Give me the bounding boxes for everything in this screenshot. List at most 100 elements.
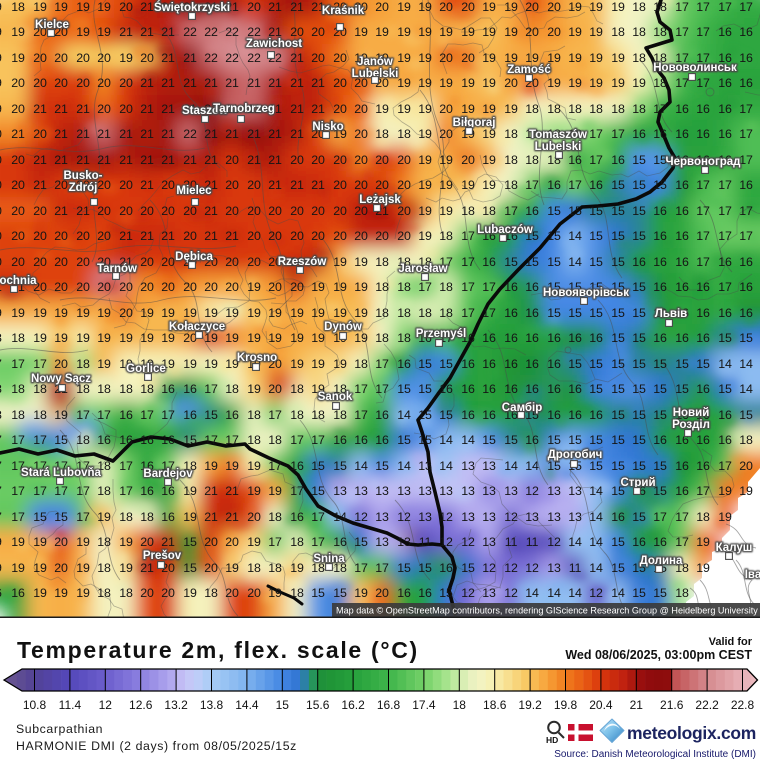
svg-text:18: 18 [632, 102, 646, 116]
svg-text:22: 22 [225, 51, 239, 65]
svg-text:19: 19 [183, 510, 197, 524]
svg-text:18: 18 [0, 331, 2, 345]
svg-text:20: 20 [268, 280, 282, 294]
svg-text:18: 18 [311, 561, 325, 575]
svg-text:15: 15 [333, 586, 347, 600]
svg-text:15: 15 [589, 382, 603, 396]
svg-text:19: 19 [439, 153, 453, 167]
svg-text:15: 15 [653, 459, 667, 473]
svg-text:19: 19 [247, 280, 261, 294]
svg-text:21: 21 [140, 561, 154, 575]
svg-text:21: 21 [161, 76, 175, 90]
svg-text:18: 18 [461, 204, 475, 218]
svg-text:20: 20 [11, 153, 25, 167]
svg-text:Tomaszów: Tomaszów [529, 129, 587, 141]
svg-text:Kołaczyce: Kołaczyce [169, 321, 225, 333]
svg-text:16: 16 [568, 153, 582, 167]
svg-text:16: 16 [140, 459, 154, 473]
svg-text:19: 19 [0, 102, 2, 116]
svg-text:13: 13 [482, 535, 496, 549]
svg-text:18: 18 [119, 510, 133, 524]
svg-text:15: 15 [525, 229, 539, 243]
svg-text:Stará Ľubovňa: Stará Ľubovňa [21, 467, 101, 479]
svg-text:19: 19 [311, 331, 325, 345]
svg-text:14: 14 [589, 561, 603, 575]
svg-text:20: 20 [290, 153, 304, 167]
svg-text:20: 20 [461, 153, 475, 167]
svg-text:19: 19 [225, 561, 239, 575]
svg-text:21: 21 [140, 102, 154, 116]
svg-text:16: 16 [418, 331, 432, 345]
svg-text:20: 20 [11, 229, 25, 243]
svg-text:21: 21 [268, 178, 282, 192]
svg-text:21: 21 [204, 178, 218, 192]
svg-text:17: 17 [739, 153, 753, 167]
svg-text:17: 17 [482, 306, 496, 320]
svg-text:Jarosław: Jarosław [398, 263, 447, 275]
svg-text:18: 18 [439, 306, 453, 320]
svg-text:19: 19 [547, 76, 561, 90]
svg-text:21: 21 [140, 0, 154, 14]
svg-text:17: 17 [504, 204, 518, 218]
svg-text:15: 15 [632, 204, 646, 218]
svg-text:20: 20 [333, 102, 347, 116]
svg-text:15: 15 [675, 382, 689, 396]
svg-text:Świętokrzyski: Świętokrzyski [154, 1, 230, 14]
svg-text:17: 17 [0, 484, 2, 498]
svg-text:19: 19 [0, 25, 2, 39]
svg-text:16: 16 [696, 408, 710, 422]
svg-text:21: 21 [183, 153, 197, 167]
svg-text:ochnia: ochnia [0, 275, 37, 287]
svg-text:16: 16 [589, 331, 603, 345]
svg-text:20: 20 [33, 204, 47, 218]
svg-text:20: 20 [204, 255, 218, 269]
svg-text:meteologix.com: meteologix.com [627, 723, 756, 743]
svg-text:Новояворівськ: Новояворівськ [543, 287, 629, 299]
svg-text:Snina: Snina [313, 553, 345, 565]
svg-text:18: 18 [568, 127, 582, 141]
svg-text:15: 15 [632, 459, 646, 473]
svg-text:16: 16 [525, 382, 539, 396]
svg-text:17: 17 [161, 408, 175, 422]
svg-text:19: 19 [461, 102, 475, 116]
svg-text:19: 19 [397, 102, 411, 116]
svg-text:Zawichost: Zawichost [246, 38, 302, 50]
svg-text:18: 18 [119, 586, 133, 600]
svg-text:Przemyśl: Przemyśl [416, 328, 467, 340]
svg-text:15: 15 [739, 408, 753, 422]
svg-text:19.8: 19.8 [554, 698, 578, 712]
svg-text:16: 16 [675, 306, 689, 320]
svg-text:17: 17 [739, 127, 753, 141]
svg-text:17: 17 [696, 178, 710, 192]
svg-text:HARMONIE DMI (2 days) from 08/: HARMONIE DMI (2 days) from 08/05/2025/15… [16, 739, 297, 753]
svg-text:Tomaszów: Tomaszów [529, 129, 587, 141]
svg-text:19: 19 [225, 459, 239, 473]
svg-text:21: 21 [119, 229, 133, 243]
svg-text:16: 16 [183, 382, 197, 396]
svg-text:20: 20 [0, 127, 2, 141]
svg-text:18: 18 [290, 408, 304, 422]
svg-text:18: 18 [653, 0, 667, 14]
svg-text:Bardejov: Bardejov [143, 468, 193, 480]
svg-text:Lubelski: Lubelski [535, 141, 582, 153]
svg-text:Новояворівськ: Новояворівськ [543, 287, 629, 299]
svg-text:20: 20 [54, 280, 68, 294]
svg-text:16: 16 [140, 484, 154, 498]
svg-text:Nowy Sącz: Nowy Sącz [31, 373, 91, 385]
svg-text:Розділ: Розділ [672, 419, 710, 431]
svg-text:13: 13 [418, 484, 432, 498]
svg-text:16: 16 [653, 127, 667, 141]
svg-text:15: 15 [653, 382, 667, 396]
svg-text:21: 21 [33, 153, 47, 167]
svg-text:13: 13 [547, 484, 561, 498]
svg-text:19: 19 [54, 0, 68, 14]
svg-text:16: 16 [504, 229, 518, 243]
svg-text:16: 16 [482, 408, 496, 422]
svg-text:19: 19 [140, 331, 154, 345]
svg-text:13: 13 [418, 510, 432, 524]
svg-text:17: 17 [33, 433, 47, 447]
svg-text:19: 19 [97, 331, 111, 345]
svg-text:21: 21 [76, 102, 90, 116]
svg-text:16: 16 [525, 357, 539, 371]
svg-text:11: 11 [419, 535, 432, 549]
